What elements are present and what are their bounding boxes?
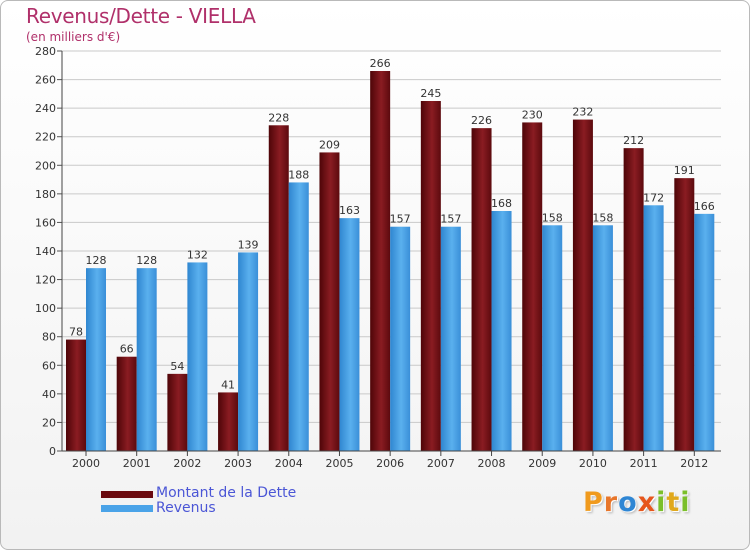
bar-revenus <box>390 226 411 451</box>
x-tick-label: 2003 <box>224 457 252 470</box>
x-tick-label: 2005 <box>325 457 353 470</box>
data-label-revenus: 188 <box>288 168 309 181</box>
data-label-dette: 66 <box>120 343 134 356</box>
bar-revenus <box>288 182 309 451</box>
data-label-revenus: 128 <box>136 254 157 267</box>
x-tick-label: 2006 <box>376 457 404 470</box>
legend-swatch-revenus <box>101 505 153 512</box>
data-label-revenus: 128 <box>86 254 107 267</box>
data-label-revenus: 157 <box>390 213 411 226</box>
legend-label-revenus: Revenus <box>156 500 216 516</box>
logo-letter: x <box>637 487 657 518</box>
logo-letter: r <box>603 487 619 518</box>
bar-dette <box>674 178 695 451</box>
proxiti-logo: Proxiti <box>583 487 693 527</box>
bar-revenus <box>86 268 106 451</box>
data-label-revenus: 139 <box>238 238 259 251</box>
logo-letter: o <box>618 487 638 518</box>
bar-dette <box>268 125 289 452</box>
data-label-revenus: 172 <box>643 191 664 204</box>
y-tick-label: 100 <box>35 302 56 315</box>
bar-revenus <box>187 262 208 451</box>
x-tick-label: 2008 <box>478 457 506 470</box>
data-label-dette: 212 <box>623 134 644 147</box>
bar-revenus <box>238 252 259 451</box>
bar-revenus <box>694 213 715 451</box>
logo-letter: t <box>666 487 681 518</box>
x-tick-label: 2009 <box>528 457 556 470</box>
chart-title: Revenus/Dette - VIELLA <box>26 4 256 28</box>
data-label-revenus: 158 <box>542 211 563 224</box>
y-tick-label: 60 <box>42 359 56 372</box>
legend-swatch-dette <box>101 491 153 498</box>
y-tick-label: 20 <box>42 416 56 429</box>
x-tick-label: 2012 <box>680 457 708 470</box>
bar-dette <box>471 128 492 451</box>
chart-subtitle: (en milliers d'€) <box>26 30 121 44</box>
bar-revenus <box>339 218 360 451</box>
legend-item-dette: Montant de la Dette <box>101 485 361 503</box>
x-tick-label: 2007 <box>427 457 455 470</box>
y-tick-label: 200 <box>35 159 56 172</box>
bar-dette <box>623 148 644 451</box>
bar-revenus <box>643 205 664 451</box>
x-tick-label: 2011 <box>630 457 658 470</box>
x-tick-label: 2010 <box>579 457 607 470</box>
data-label-revenus: 157 <box>440 213 461 226</box>
data-label-dette: 41 <box>221 378 235 391</box>
bar-dette <box>167 373 188 451</box>
data-label-dette: 54 <box>170 360 184 373</box>
y-tick-label: 280 <box>35 45 56 58</box>
legend-label-dette: Montant de la Dette <box>156 485 297 501</box>
bar-dette <box>572 119 593 452</box>
y-tick-label: 180 <box>35 188 56 201</box>
y-tick-label: 40 <box>42 388 56 401</box>
bar-dette <box>522 122 543 451</box>
x-tick-label: 2002 <box>173 457 201 470</box>
y-tick-label: 260 <box>35 74 56 87</box>
y-tick-label: 80 <box>42 331 56 344</box>
y-tick-label: 120 <box>35 274 56 287</box>
bar-revenus <box>440 226 461 451</box>
x-tick-label: 2000 <box>72 457 100 470</box>
bar-dette <box>218 392 239 451</box>
bar-dette <box>116 356 137 451</box>
logo-letter: P <box>583 487 604 518</box>
bar-revenus <box>592 225 613 451</box>
data-label-dette: 228 <box>268 111 289 124</box>
logo-letter: i <box>680 487 691 518</box>
bar-dette <box>66 339 86 451</box>
y-tick-label: 220 <box>35 131 56 144</box>
data-label-dette: 78 <box>69 326 83 339</box>
legend-item-revenus: Revenus <box>101 500 361 518</box>
data-label-revenus: 132 <box>187 248 208 261</box>
logo-letter: i <box>656 487 667 518</box>
y-tick-label: 160 <box>35 216 56 229</box>
data-label-dette: 226 <box>471 114 492 127</box>
data-label-dette: 245 <box>420 87 441 100</box>
data-label-dette: 209 <box>319 138 340 151</box>
data-label-revenus: 168 <box>491 197 512 210</box>
data-label-dette: 266 <box>370 57 391 70</box>
bar-dette <box>319 152 340 451</box>
y-tick-label: 140 <box>35 245 56 258</box>
data-label-dette: 232 <box>572 106 593 119</box>
data-label-revenus: 163 <box>339 204 360 217</box>
bar-revenus <box>491 211 512 451</box>
x-tick-label: 2001 <box>123 457 151 470</box>
data-label-dette: 230 <box>522 108 543 121</box>
bar-dette <box>420 101 441 451</box>
data-label-revenus: 166 <box>694 200 715 213</box>
x-tick-label: 2004 <box>275 457 303 470</box>
data-label-revenus: 158 <box>592 211 613 224</box>
y-tick-label: 0 <box>49 445 56 458</box>
bar-dette <box>370 71 391 451</box>
data-label-dette: 191 <box>674 164 695 177</box>
bar-revenus <box>542 225 563 451</box>
bar-revenus <box>136 268 157 451</box>
y-tick-label: 240 <box>35 102 56 115</box>
